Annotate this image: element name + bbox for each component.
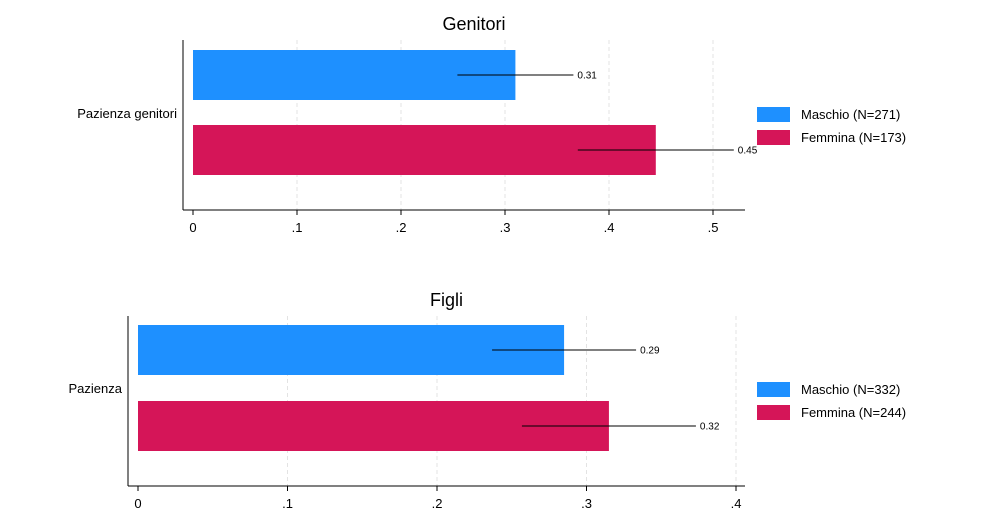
data-label: 0.31	[577, 71, 597, 82]
x-tick-label: 0	[134, 496, 141, 511]
category-label: Pazienza	[69, 381, 123, 396]
x-tick-label: .3	[500, 220, 511, 235]
x-tick-label: .1	[292, 220, 303, 235]
data-label: 0.29	[640, 346, 660, 357]
x-tick-label: .2	[396, 220, 407, 235]
x-tick-label: .3	[581, 496, 592, 511]
data-label: 0.45	[738, 146, 758, 157]
x-tick-label: .1	[282, 496, 293, 511]
x-tick-label: 0	[189, 220, 196, 235]
x-tick-label: .5	[708, 220, 719, 235]
legend-swatch-femmina	[757, 130, 790, 145]
chart-title: Figli	[430, 290, 463, 310]
x-tick-label: .4	[731, 496, 742, 511]
legend-label: Femmina (N=173)	[801, 130, 906, 145]
x-tick-label: .2	[432, 496, 443, 511]
data-label: 0.32	[700, 422, 720, 433]
legend-swatch-femmina	[757, 405, 790, 420]
x-tick-label: .4	[604, 220, 615, 235]
legend-swatch-maschio	[757, 107, 790, 122]
legend-label: Femmina (N=244)	[801, 405, 906, 420]
legend-label: Maschio (N=332)	[801, 382, 900, 397]
category-label: Pazienza genitori	[77, 106, 177, 121]
legend-swatch-maschio	[757, 382, 790, 397]
chart-title: Genitori	[442, 14, 505, 34]
legend-label: Maschio (N=271)	[801, 107, 900, 122]
